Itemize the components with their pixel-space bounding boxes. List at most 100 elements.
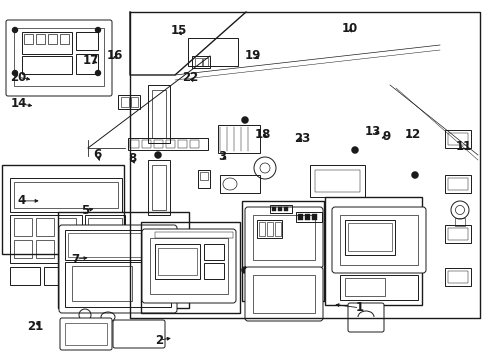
Bar [200,172,207,180]
Text: 22: 22 [182,71,199,84]
Bar [447,228,467,240]
Bar [65,262,171,307]
Bar [10,215,82,263]
Bar [58,212,188,308]
Bar [68,233,168,257]
Text: 17: 17 [82,54,99,67]
Bar [76,32,98,50]
Bar [266,222,272,236]
Bar [257,220,282,238]
Bar [142,140,151,148]
Bar [444,225,470,243]
Bar [148,160,170,215]
Bar [444,268,470,286]
FancyBboxPatch shape [59,225,177,313]
Bar [345,278,384,296]
Bar [278,207,282,211]
Bar [22,56,72,74]
Text: 1: 1 [355,301,363,314]
Circle shape [351,252,358,258]
Text: 13: 13 [364,125,380,138]
Bar [121,97,129,107]
Bar [252,215,314,260]
Text: 14: 14 [10,97,27,110]
Bar [274,222,281,236]
Bar [242,201,324,301]
Bar [88,218,122,260]
Bar [271,207,275,211]
FancyBboxPatch shape [331,207,425,273]
Bar [36,34,45,44]
FancyBboxPatch shape [6,20,112,96]
Bar [65,323,107,345]
Bar [311,214,316,220]
Bar [165,140,175,148]
Bar [85,215,125,263]
Text: 9: 9 [382,130,389,143]
Bar [252,275,314,313]
Bar [314,170,359,192]
Circle shape [95,71,101,76]
Bar [128,138,207,150]
FancyBboxPatch shape [244,267,323,321]
Bar [295,212,321,222]
Text: 10: 10 [341,22,357,35]
Circle shape [95,27,101,32]
Bar [195,58,202,66]
Text: 19: 19 [244,49,261,62]
Bar [150,238,227,294]
Circle shape [154,231,161,238]
Text: 23: 23 [293,132,310,145]
Bar [345,220,394,255]
Bar [14,28,104,86]
Text: 4: 4 [18,194,25,207]
Circle shape [351,147,358,153]
Bar [447,133,467,145]
Circle shape [154,152,161,158]
Bar [58,218,76,236]
Bar [447,178,467,190]
Text: 8: 8 [128,152,136,165]
Text: 2: 2 [155,334,163,347]
Bar [2,165,123,254]
Bar [10,267,40,285]
Bar [72,266,132,301]
FancyBboxPatch shape [60,318,112,350]
Bar [203,58,207,66]
Bar [347,223,391,251]
Bar [22,32,72,54]
Bar [339,215,417,265]
Bar [325,197,421,305]
Bar [297,214,303,220]
Text: 3: 3 [218,150,226,163]
Bar [36,218,54,236]
Circle shape [241,266,248,274]
Bar [65,230,171,260]
Bar [76,54,98,74]
Text: 7: 7 [72,253,80,266]
Bar [14,218,32,236]
FancyBboxPatch shape [113,320,164,348]
Bar [190,140,199,148]
Circle shape [156,292,163,298]
Bar [155,232,232,238]
Text: 5: 5 [81,204,89,217]
FancyBboxPatch shape [347,303,383,332]
Circle shape [241,117,248,123]
Text: 16: 16 [106,49,123,62]
Bar [14,240,32,258]
Bar [192,56,209,68]
Bar [218,125,260,153]
Bar [14,182,118,208]
Bar [130,140,139,148]
Bar [78,267,106,285]
Bar [444,175,470,193]
Bar [269,205,291,213]
Bar [444,130,470,148]
Bar [48,34,57,44]
Text: 18: 18 [254,129,271,141]
Bar [158,248,197,275]
Bar [141,222,239,313]
Bar [155,244,200,279]
Bar [131,97,138,107]
